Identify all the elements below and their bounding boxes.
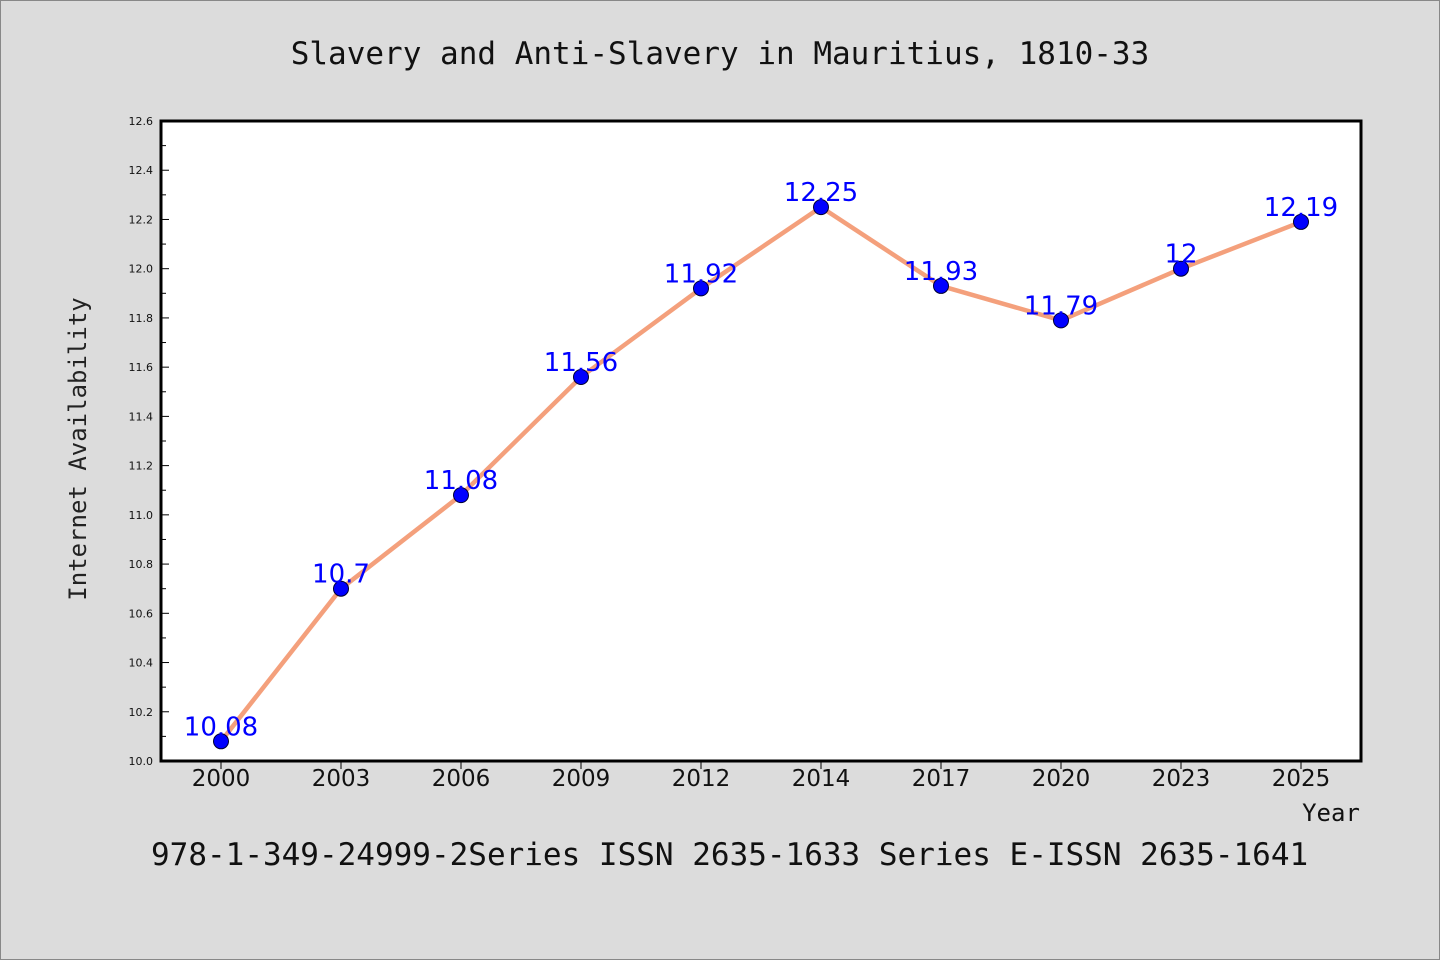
data-label: 11.93 bbox=[904, 257, 978, 287]
y-tick-label: 10.2 bbox=[129, 706, 154, 719]
data-point bbox=[1173, 260, 1189, 277]
x-tick-label: 2000 bbox=[192, 766, 251, 792]
x-tick-label: 2014 bbox=[792, 766, 851, 792]
y-tick-label: 10.4 bbox=[129, 657, 154, 670]
series-line-group bbox=[219, 204, 1302, 743]
y-tick-label: 11.2 bbox=[129, 460, 154, 473]
data-label: 11.92 bbox=[664, 259, 738, 289]
x-tick-label: 2025 bbox=[1272, 766, 1331, 792]
y-tick-label: 10.0 bbox=[129, 755, 154, 768]
y-tick-label: 11.4 bbox=[129, 410, 154, 423]
y-tick-label: 11.6 bbox=[129, 361, 154, 374]
y-tick-label: 10.6 bbox=[129, 607, 154, 620]
data-point bbox=[813, 199, 829, 216]
plot-area bbox=[159, 119, 1363, 763]
data-label: 12.25 bbox=[784, 178, 858, 208]
x-tick-label: 2006 bbox=[432, 766, 491, 792]
y-axis-label: Internet Availability bbox=[64, 297, 92, 600]
series-line bbox=[219, 204, 1302, 743]
data-label: 11.08 bbox=[424, 466, 498, 496]
data-label: 11.56 bbox=[544, 348, 618, 378]
data-point bbox=[693, 280, 709, 297]
data-label: 11.79 bbox=[1024, 291, 1098, 321]
y-tick-label: 12.2 bbox=[129, 213, 154, 226]
data-labels-group: 10.08 10.7 11.08 11.56 11.92 12.25 11.93 11.79 1… bbox=[184, 178, 1338, 742]
footer-isbn-text: 978-1-349-24999-2Series ISSN 2635-1633 S… bbox=[151, 837, 1308, 873]
data-point bbox=[333, 580, 349, 597]
x-tick-label: 2017 bbox=[912, 766, 971, 792]
y-tick-label: 12.0 bbox=[129, 263, 154, 276]
data-point bbox=[573, 369, 589, 385]
x-tick-label: 2003 bbox=[312, 766, 371, 792]
y-tick-label: 12.4 bbox=[129, 164, 154, 177]
x-tick-label: 2012 bbox=[672, 766, 731, 792]
data-point bbox=[213, 733, 229, 750]
x-axis-ticks: 2000 2003 2006 2009 2012 2014 2017 2020 2023 2025 bbox=[192, 761, 1331, 792]
y-tick-label: 11.0 bbox=[129, 509, 154, 522]
x-axis-label: Year bbox=[1302, 799, 1360, 827]
data-label: 10.08 bbox=[184, 712, 258, 742]
data-point bbox=[1293, 213, 1309, 230]
chart-title: Slavery and Anti-Slavery in Mauritius, 1… bbox=[291, 36, 1150, 72]
y-axis-ticks: 10.0 10.2 10.4 10.6 10.8 11.0 11.2 11.4 11.6 11.8… bbox=[129, 115, 169, 768]
data-point bbox=[453, 487, 469, 504]
data-point bbox=[933, 277, 949, 294]
data-point bbox=[1053, 312, 1069, 329]
data-label: 10.7 bbox=[312, 560, 370, 590]
data-label: 12.19 bbox=[1264, 193, 1338, 223]
y-tick-label: 10.8 bbox=[129, 558, 154, 571]
y-tick-label: 11.8 bbox=[129, 312, 154, 325]
y-tick-label: 12.6 bbox=[129, 115, 154, 128]
x-tick-label: 2009 bbox=[552, 766, 611, 792]
x-tick-label: 2023 bbox=[1152, 766, 1211, 792]
data-points-group bbox=[213, 199, 1309, 750]
x-tick-label: 2020 bbox=[1032, 766, 1091, 792]
data-label: 12 bbox=[1164, 240, 1197, 270]
